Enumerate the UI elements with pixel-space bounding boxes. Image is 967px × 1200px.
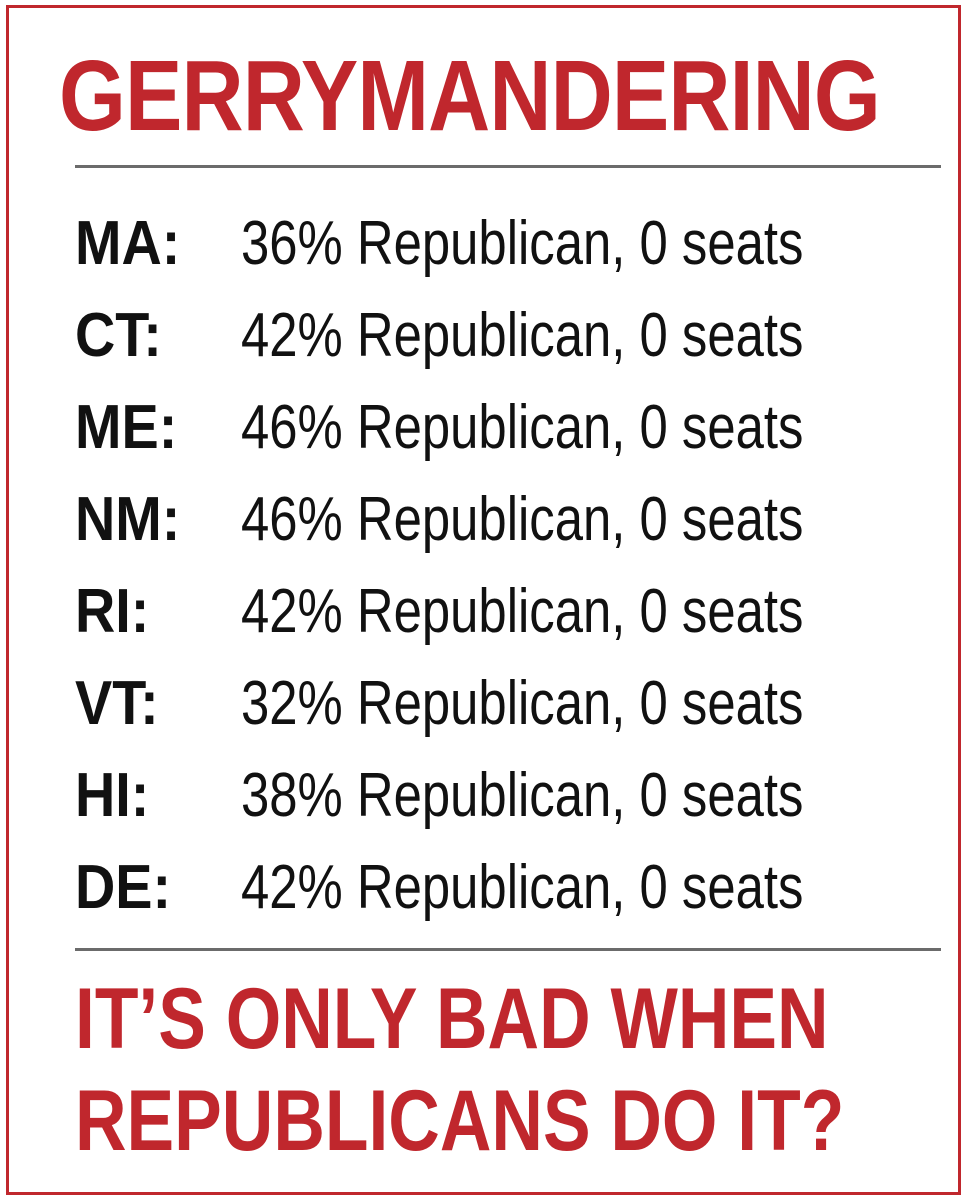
top-divider	[75, 165, 941, 168]
state-detail: 46% Republican, 0 seats	[241, 393, 804, 462]
slogan: IT’S ONLY BAD WHEN REPUBLICANS DO IT?	[75, 968, 845, 1172]
state-label: NM:	[75, 485, 181, 554]
state-label: CT:	[75, 301, 162, 370]
state-row-ma: MA: 36% Republican, 0 seats	[75, 198, 945, 290]
slogan-line-2: REPUBLICANS DO IT?	[75, 1073, 845, 1169]
state-row-vt: VT: 32% Republican, 0 seats	[75, 658, 945, 750]
state-row-ct: CT: 42% Republican, 0 seats	[75, 290, 945, 382]
state-row-de: DE: 42% Republican, 0 seats	[75, 842, 945, 934]
state-list: MA: 36% Republican, 0 seats CT: 42% Repu…	[75, 198, 945, 934]
bottom-divider	[75, 948, 941, 951]
state-detail: 36% Republican, 0 seats	[241, 209, 804, 278]
slogan-line-1: IT’S ONLY BAD WHEN	[75, 971, 829, 1067]
state-detail: 38% Republican, 0 seats	[241, 761, 804, 830]
state-label: DE:	[75, 853, 172, 922]
state-row-me: ME: 46% Republican, 0 seats	[75, 382, 945, 474]
state-row-ri: RI: 42% Republican, 0 seats	[75, 566, 945, 658]
state-detail: 42% Republican, 0 seats	[241, 301, 804, 370]
state-detail: 32% Republican, 0 seats	[241, 669, 804, 738]
state-row-hi: HI: 38% Republican, 0 seats	[75, 750, 945, 842]
poster-title: GERRYMANDERING	[59, 40, 881, 152]
state-label: VT:	[75, 669, 159, 738]
state-label: HI:	[75, 761, 150, 830]
state-detail: 46% Republican, 0 seats	[241, 485, 804, 554]
state-row-nm: NM: 46% Republican, 0 seats	[75, 474, 945, 566]
state-detail: 42% Republican, 0 seats	[241, 577, 804, 646]
state-detail: 42% Republican, 0 seats	[241, 853, 804, 922]
state-label: RI:	[75, 577, 150, 646]
poster-card: GERRYMANDERING MA: 36% Republican, 0 sea…	[6, 5, 961, 1195]
state-label: ME:	[75, 393, 178, 462]
state-label: MA:	[75, 209, 181, 278]
